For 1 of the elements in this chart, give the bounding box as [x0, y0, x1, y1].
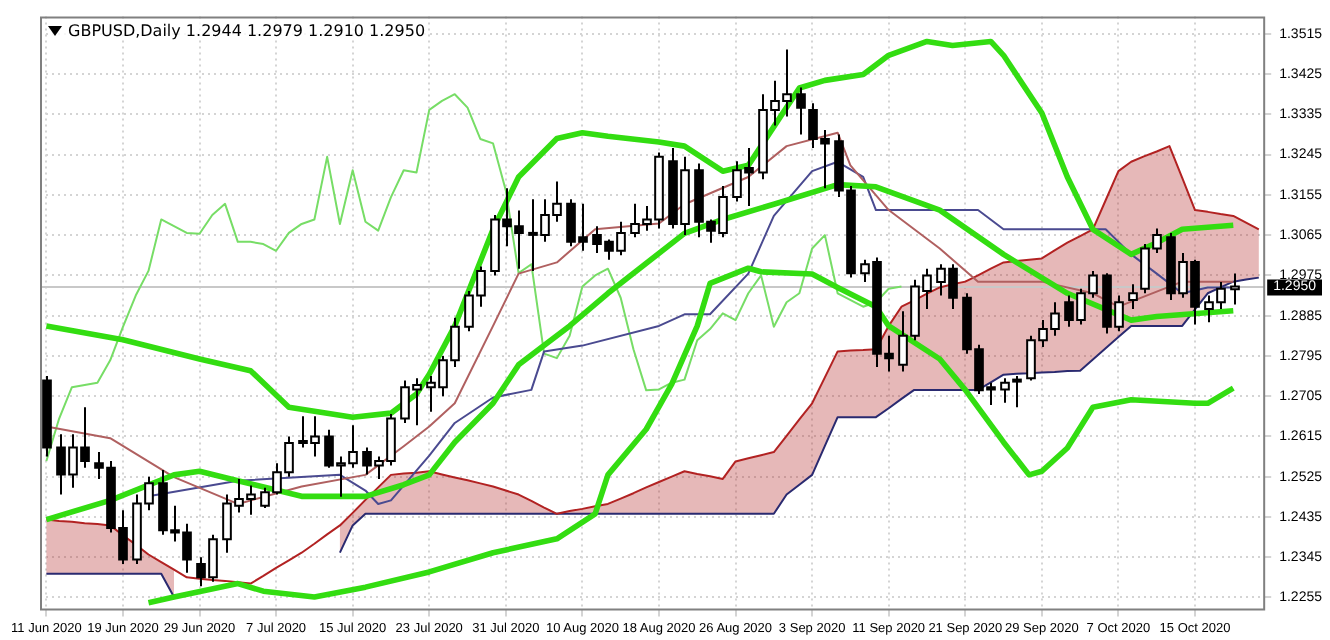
- chart-title: GBPUSD,Daily 1.2944 1.2979 1.2910 1.2950: [68, 22, 426, 41]
